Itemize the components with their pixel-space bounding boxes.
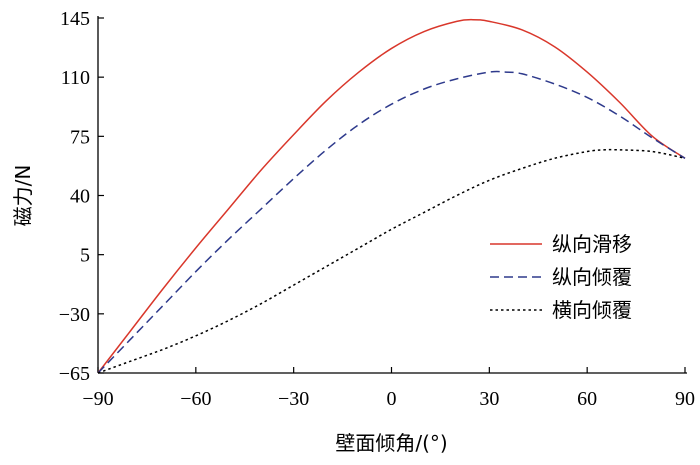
axes <box>97 16 687 374</box>
y-tick-label: 75 <box>70 126 90 148</box>
x-tick-label: 0 <box>387 388 397 410</box>
legend-label-3: 横向倾覆 <box>552 298 632 322</box>
legend-label-2: 纵向倾覆 <box>552 265 632 289</box>
x-tick-label: 30 <box>479 388 499 410</box>
series-layer <box>97 18 686 374</box>
x-tick-label: 90 <box>675 388 695 410</box>
y-tick-label: 40 <box>70 186 90 208</box>
series-line-1 <box>97 18 686 374</box>
x-tick-label: 60 <box>577 388 597 410</box>
y-tick-label: 145 <box>60 8 90 30</box>
y-tick-label: −30 <box>59 304 90 326</box>
y-tick-label: 110 <box>61 67 90 89</box>
series-line-3 <box>97 148 686 374</box>
x-tick-label: −90 <box>82 388 113 410</box>
x-tick-label: −30 <box>278 388 309 410</box>
tick-labels: −65 −30 5 40 75 110 145 −90 −60 −30 0 30 60 90 <box>59 8 695 410</box>
series-line-2 <box>97 70 686 374</box>
x-axis-title: 壁面倾角/(°) <box>335 431 447 455</box>
x-tick-label: −60 <box>180 388 211 410</box>
y-tick-label: −65 <box>59 363 90 385</box>
legend-label-1: 纵向滑移 <box>552 232 632 256</box>
y-axis-title: 磁力/N <box>11 165 35 227</box>
y-tick-label: 5 <box>80 245 90 267</box>
